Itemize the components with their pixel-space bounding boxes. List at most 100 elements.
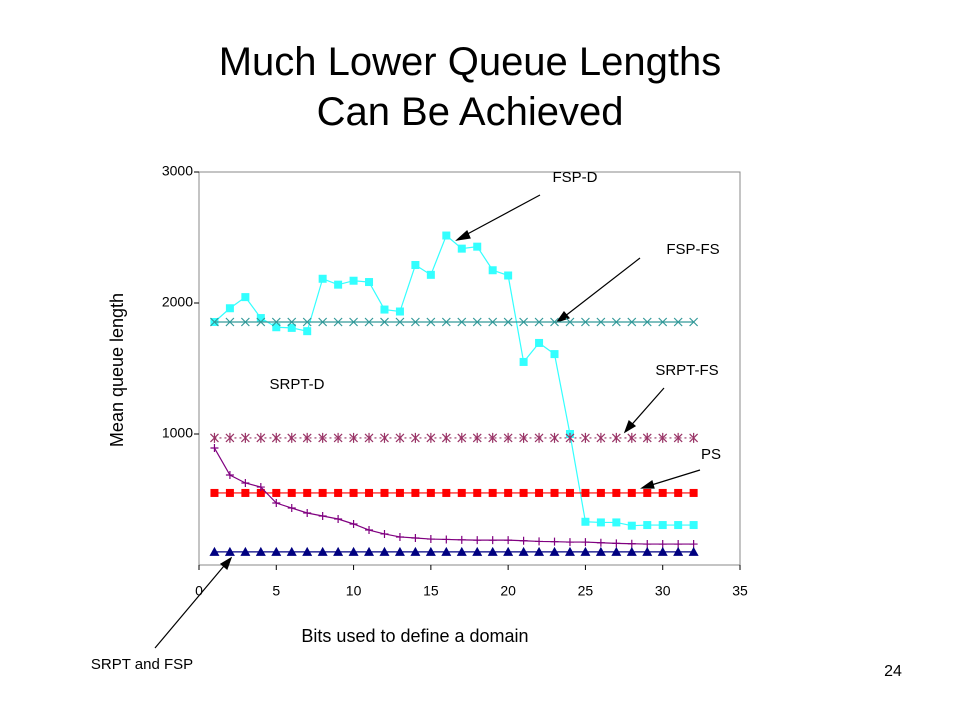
- y-tick-label: 1000: [162, 425, 193, 441]
- marker: [302, 546, 313, 556]
- marker: [411, 534, 420, 543]
- marker: [364, 317, 374, 327]
- marker: [519, 536, 528, 545]
- marker: [689, 317, 699, 327]
- marker: [348, 546, 359, 556]
- marker: [318, 512, 327, 521]
- marker: [550, 432, 559, 443]
- marker: [565, 432, 575, 443]
- x-tick-label: 30: [655, 583, 671, 599]
- marker: [256, 314, 265, 323]
- plot-area: [198, 171, 741, 566]
- marker: [317, 546, 328, 556]
- marker: [256, 317, 266, 327]
- marker: [642, 546, 653, 556]
- marker: [380, 529, 389, 538]
- marker: [473, 536, 482, 545]
- marker: [626, 546, 637, 556]
- marker: [256, 483, 265, 492]
- marker: [658, 488, 667, 497]
- marker: [364, 432, 374, 443]
- marker: [441, 432, 451, 443]
- marker: [457, 244, 466, 253]
- series-annotation: FSP-D: [553, 169, 598, 186]
- marker: [549, 546, 560, 556]
- marker: [611, 317, 621, 327]
- marker: [611, 432, 621, 443]
- marker: [534, 546, 545, 556]
- marker: [642, 432, 652, 443]
- marker: [426, 488, 435, 497]
- marker: [689, 432, 699, 443]
- marker: [303, 488, 312, 497]
- marker: [689, 521, 698, 530]
- marker: [472, 432, 482, 443]
- marker: [349, 276, 358, 285]
- marker: [334, 488, 343, 497]
- marker: [673, 546, 684, 556]
- marker: [271, 546, 282, 556]
- series-annotation: FSP-FS: [666, 241, 719, 258]
- marker: [441, 317, 451, 327]
- series: [209, 546, 699, 556]
- marker: [210, 488, 219, 497]
- marker: [643, 540, 652, 549]
- marker: [426, 432, 436, 443]
- marker: [657, 546, 668, 556]
- marker: [550, 537, 559, 546]
- marker: [627, 432, 637, 443]
- marker: [287, 317, 297, 327]
- marker: [425, 546, 436, 556]
- annotation-arrows: [154, 194, 701, 649]
- marker: [394, 546, 405, 556]
- series: [210, 444, 698, 549]
- marker: [241, 293, 250, 302]
- marker: [581, 538, 590, 547]
- marker: [410, 432, 420, 443]
- marker: [642, 317, 652, 327]
- marker: [519, 488, 528, 497]
- marker: [689, 488, 698, 497]
- marker: [426, 535, 435, 544]
- x-tick-label: 15: [423, 583, 439, 599]
- marker: [241, 478, 250, 487]
- marker: [456, 546, 467, 556]
- marker: [225, 304, 234, 313]
- marker: [596, 518, 605, 527]
- marker: [333, 546, 344, 556]
- marker: [581, 517, 590, 526]
- marker: [379, 546, 390, 556]
- marker: [488, 536, 497, 545]
- marker: [535, 488, 544, 497]
- marker: [534, 432, 544, 443]
- marker: [565, 488, 574, 497]
- series: [210, 231, 698, 530]
- series-annotation: SRPT-FS: [655, 362, 718, 379]
- marker: [209, 546, 220, 556]
- x-tick-label: 10: [346, 583, 362, 599]
- marker: [318, 432, 328, 443]
- marker: [504, 536, 513, 545]
- page-number: 24: [884, 663, 902, 680]
- marker: [240, 317, 250, 327]
- marker: [473, 242, 482, 251]
- x-tick-label: 5: [272, 583, 280, 599]
- marker: [365, 278, 374, 287]
- marker: [225, 471, 234, 480]
- marker: [318, 488, 327, 497]
- marker: [596, 432, 606, 443]
- marker: [364, 546, 375, 556]
- marker: [365, 526, 374, 535]
- marker: [472, 546, 483, 556]
- marker: [303, 327, 312, 336]
- marker: [596, 488, 605, 497]
- series: [210, 432, 699, 443]
- marker: [287, 432, 297, 443]
- marker: [673, 317, 683, 327]
- marker: [595, 546, 606, 556]
- marker: [627, 521, 636, 530]
- series: [210, 317, 699, 327]
- marker: [565, 538, 574, 547]
- marker: [395, 488, 404, 497]
- marker: [503, 432, 513, 443]
